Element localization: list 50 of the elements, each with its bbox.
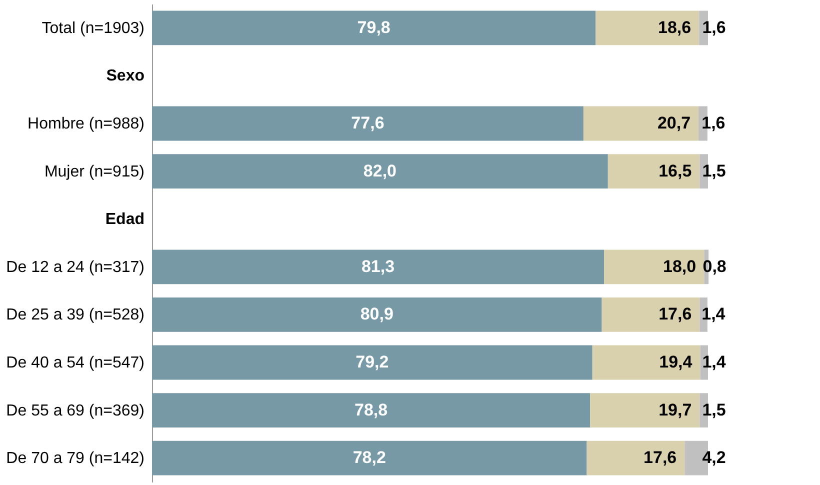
bar: [152, 154, 608, 189]
bar: [602, 297, 700, 332]
data-label: 1,5: [702, 161, 726, 180]
data-label: 80,9: [360, 304, 394, 324]
bar: [608, 154, 700, 189]
data-label: 19,4: [659, 352, 693, 372]
y-tick-label: De 40 a 54 (n=547): [6, 354, 144, 372]
data-label: 19,7: [658, 400, 692, 420]
data-label: 1,4: [702, 352, 726, 372]
data-label: 1,6: [702, 114, 726, 132]
data-label: 78,8: [354, 400, 388, 420]
y-tick-label: De 70 a 79 (n=142): [6, 450, 144, 468]
bar: [152, 393, 590, 428]
data-label: 79,2: [356, 352, 389, 372]
bar: [604, 250, 704, 284]
bar: [152, 345, 592, 380]
data-label: 17,6: [644, 448, 677, 468]
y-tick-label: De 25 a 39 (n=528): [6, 306, 144, 324]
bar: [586, 440, 685, 476]
data-label: 17,6: [658, 304, 692, 324]
data-label: 81,3: [361, 256, 395, 276]
data-label: 1,6: [702, 18, 726, 37]
y-tick-label: De 55 a 69 (n=369): [6, 402, 144, 420]
y-tick-label: De 12 a 24 (n=317): [6, 258, 144, 276]
data-label: 18,6: [658, 18, 692, 37]
y-tick-label: Sexo: [106, 68, 145, 85]
bar: [583, 106, 699, 141]
y-tick-label: Hombre (n=988): [28, 116, 144, 132]
bar: [596, 10, 700, 46]
data-label: 4,2: [702, 448, 726, 468]
y-tick-label: Mujer (n=915): [44, 163, 144, 180]
data-label: 79,8: [357, 18, 390, 37]
bar: [590, 393, 700, 428]
data-label: 20,7: [657, 114, 691, 132]
data-label: 77,6: [351, 114, 384, 132]
y-tick-label: Total (n=1903): [42, 20, 144, 37]
data-label: 78,2: [352, 448, 386, 468]
bar: [152, 10, 596, 46]
data-label: 1,5: [702, 400, 726, 420]
bar: [152, 440, 587, 476]
y-tick-label: Edad: [105, 211, 144, 228]
data-label: 0,8: [702, 256, 726, 276]
bar: [152, 250, 604, 284]
data-label: 18,0: [663, 256, 696, 276]
data-label: 1,4: [702, 304, 726, 324]
bar: [152, 297, 602, 332]
data-label: 82,0: [363, 161, 397, 180]
data-label: 16,5: [658, 161, 692, 180]
bar: [592, 345, 700, 380]
bar: [152, 106, 584, 141]
